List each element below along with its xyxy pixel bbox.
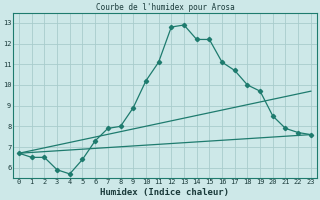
Title: Courbe de l'humidex pour Arosa: Courbe de l'humidex pour Arosa	[96, 3, 234, 12]
X-axis label: Humidex (Indice chaleur): Humidex (Indice chaleur)	[100, 188, 229, 197]
